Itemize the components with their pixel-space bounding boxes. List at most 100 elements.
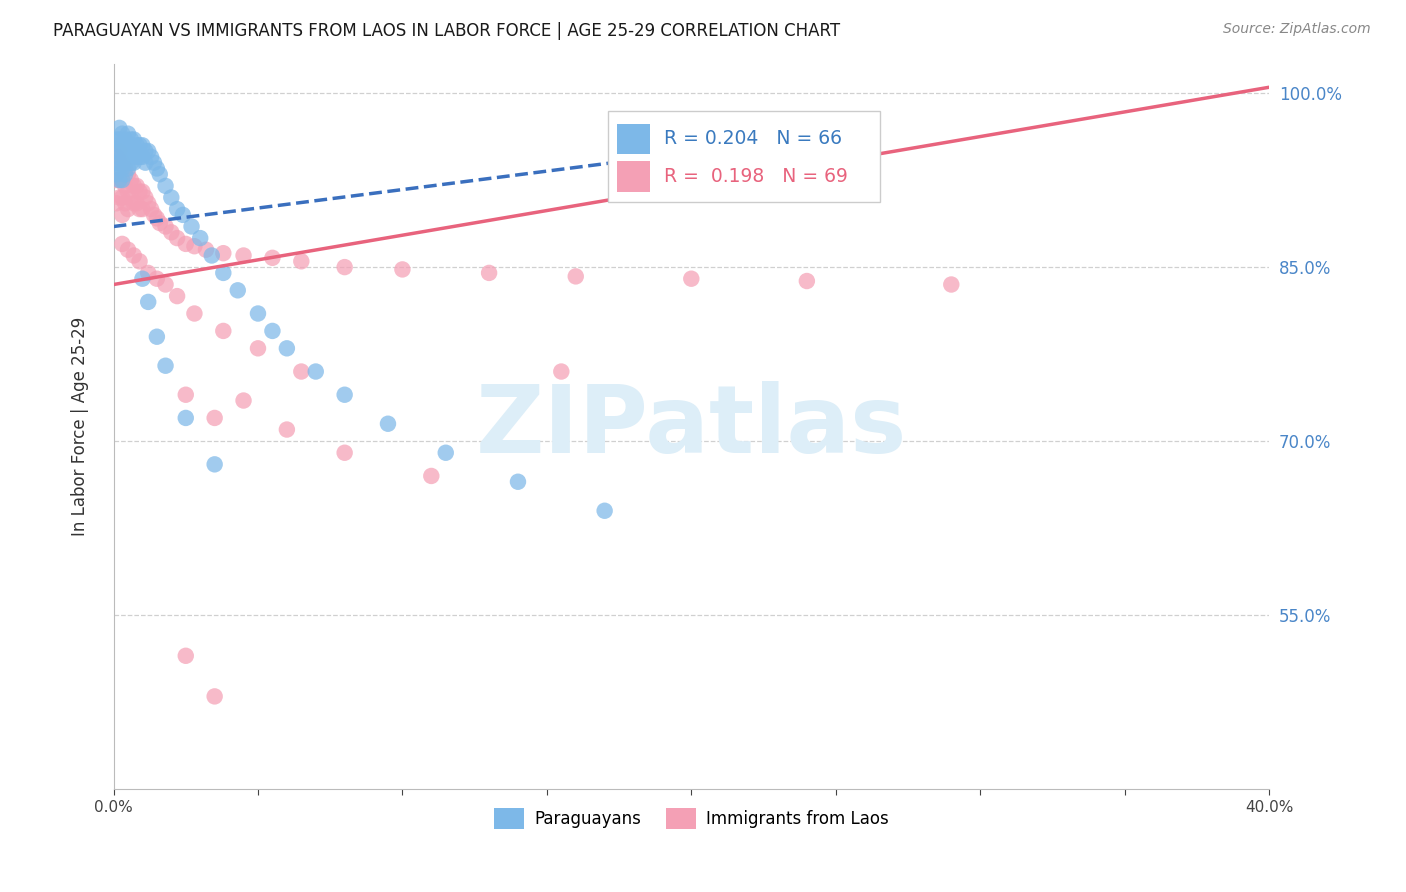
Text: PARAGUAYAN VS IMMIGRANTS FROM LAOS IN LABOR FORCE | AGE 25-29 CORRELATION CHART: PARAGUAYAN VS IMMIGRANTS FROM LAOS IN LA… (53, 22, 841, 40)
Point (166, 289, 188, 303)
Point (262, 324, 284, 338)
Point (131, 138, 153, 153)
Point (246, 341, 269, 355)
Point (128, 202, 150, 216)
Point (136, 144, 159, 158)
Point (166, 202, 188, 216)
Point (204, 690, 226, 704)
Point (125, 150, 148, 164)
Point (134, 190, 156, 204)
Point (117, 243, 139, 257)
Point (160, 190, 183, 204)
Point (155, 178, 177, 193)
Point (105, 167, 128, 181)
Point (305, 365, 328, 379)
FancyBboxPatch shape (617, 123, 650, 154)
Point (564, 269, 586, 284)
Point (146, 329, 169, 343)
Point (143, 208, 166, 222)
Point (114, 178, 136, 193)
Point (108, 120, 131, 135)
Point (149, 167, 172, 181)
Point (681, 271, 703, 285)
Point (333, 446, 356, 460)
Point (108, 173, 131, 187)
Point (120, 173, 142, 187)
Point (111, 161, 134, 176)
Point (131, 150, 153, 164)
Point (111, 138, 134, 153)
Point (114, 132, 136, 146)
Point (111, 150, 134, 164)
Point (149, 216, 172, 230)
Point (122, 155, 145, 169)
Point (131, 202, 153, 216)
Point (128, 185, 150, 199)
Point (212, 324, 235, 338)
Point (434, 446, 457, 460)
Text: R =  0.198   N = 69: R = 0.198 N = 69 (664, 167, 848, 186)
Point (108, 144, 131, 158)
Point (122, 144, 145, 158)
Point (114, 167, 136, 181)
Point (174, 388, 197, 402)
Point (333, 260, 356, 274)
Point (108, 132, 131, 146)
Point (108, 190, 131, 204)
Point (143, 155, 166, 169)
Point (108, 155, 131, 169)
Point (478, 266, 501, 280)
Point (204, 411, 226, 425)
Point (125, 178, 148, 193)
Point (128, 150, 150, 164)
Point (111, 155, 134, 169)
Point (128, 138, 150, 153)
Point (111, 190, 134, 204)
Point (111, 127, 134, 141)
Point (120, 155, 142, 169)
Legend: Paraguayans, Immigrants from Laos: Paraguayans, Immigrants from Laos (488, 802, 896, 835)
Point (276, 341, 298, 355)
Point (114, 196, 136, 211)
Point (420, 469, 443, 483)
Point (136, 266, 159, 280)
Point (204, 458, 226, 472)
Point (120, 144, 142, 158)
Point (134, 155, 156, 169)
Point (166, 231, 188, 245)
Point (105, 144, 128, 158)
Text: Source: ZipAtlas.com: Source: ZipAtlas.com (1223, 22, 1371, 37)
Point (155, 277, 177, 292)
Point (108, 138, 131, 153)
Point (180, 219, 202, 234)
Point (114, 144, 136, 158)
FancyBboxPatch shape (609, 112, 880, 202)
Point (117, 138, 139, 153)
Point (941, 277, 963, 292)
Point (108, 173, 131, 187)
Point (105, 155, 128, 169)
Point (155, 359, 177, 373)
Point (117, 167, 139, 181)
FancyBboxPatch shape (617, 161, 650, 192)
Point (105, 150, 128, 164)
Point (212, 266, 235, 280)
Point (796, 274, 818, 288)
Point (122, 196, 145, 211)
Point (111, 208, 134, 222)
Y-axis label: In Labor Force | Age 25-29: In Labor Force | Age 25-29 (72, 317, 89, 536)
Text: R = 0.204   N = 66: R = 0.204 N = 66 (664, 129, 842, 148)
Point (114, 155, 136, 169)
Point (134, 144, 156, 158)
Point (105, 173, 128, 187)
Point (212, 246, 235, 260)
Point (125, 196, 148, 211)
Point (188, 231, 211, 245)
Point (146, 211, 169, 226)
Point (160, 225, 183, 239)
Point (117, 185, 139, 199)
Point (593, 504, 616, 518)
Point (128, 254, 150, 268)
Point (290, 365, 312, 379)
Point (136, 196, 159, 211)
